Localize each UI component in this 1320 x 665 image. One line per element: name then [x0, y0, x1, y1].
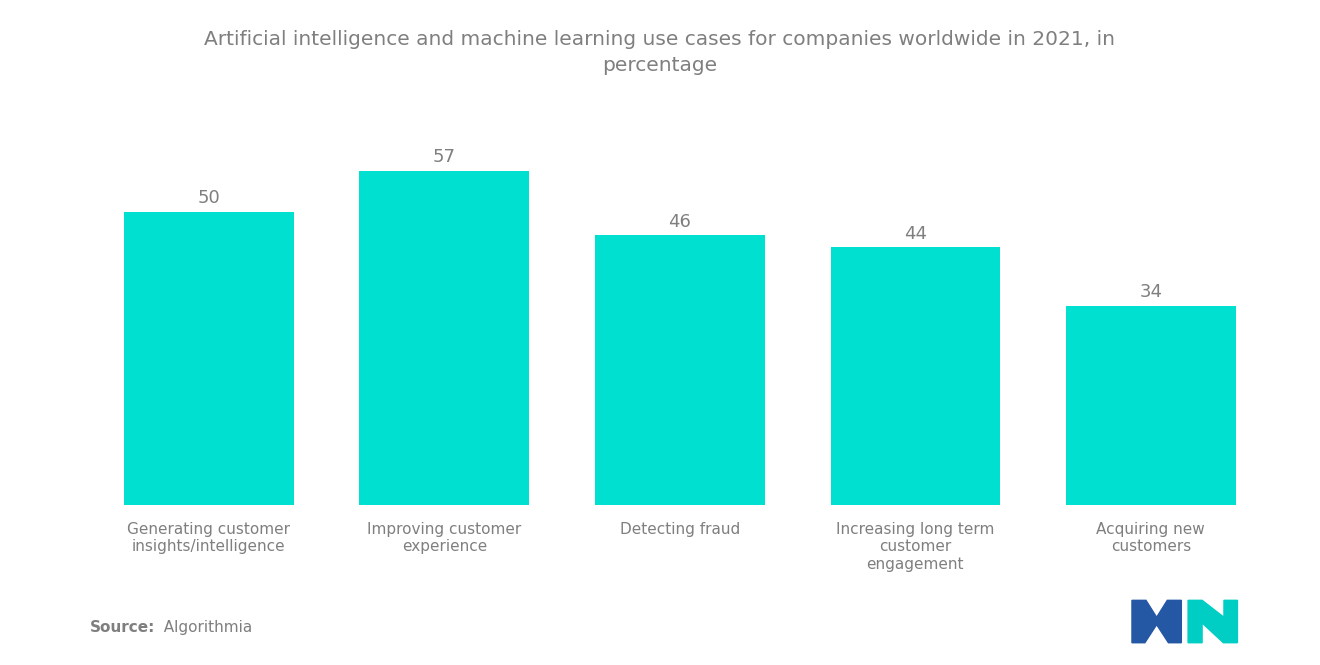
Text: 57: 57: [433, 148, 455, 166]
Text: Source:: Source:: [90, 620, 156, 635]
Bar: [1067, 306, 1236, 505]
Text: Algorithmia: Algorithmia: [154, 620, 252, 635]
Text: 50: 50: [198, 190, 220, 207]
Bar: [830, 247, 1001, 505]
Bar: [359, 171, 529, 505]
Polygon shape: [1133, 600, 1181, 642]
Bar: [595, 235, 764, 505]
Text: 34: 34: [1139, 283, 1163, 301]
Polygon shape: [1188, 600, 1237, 642]
Text: 46: 46: [668, 213, 692, 231]
Text: Artificial intelligence and machine learning use cases for companies worldwide i: Artificial intelligence and machine lear…: [205, 30, 1115, 75]
Bar: [124, 212, 293, 505]
Text: 44: 44: [904, 225, 927, 243]
